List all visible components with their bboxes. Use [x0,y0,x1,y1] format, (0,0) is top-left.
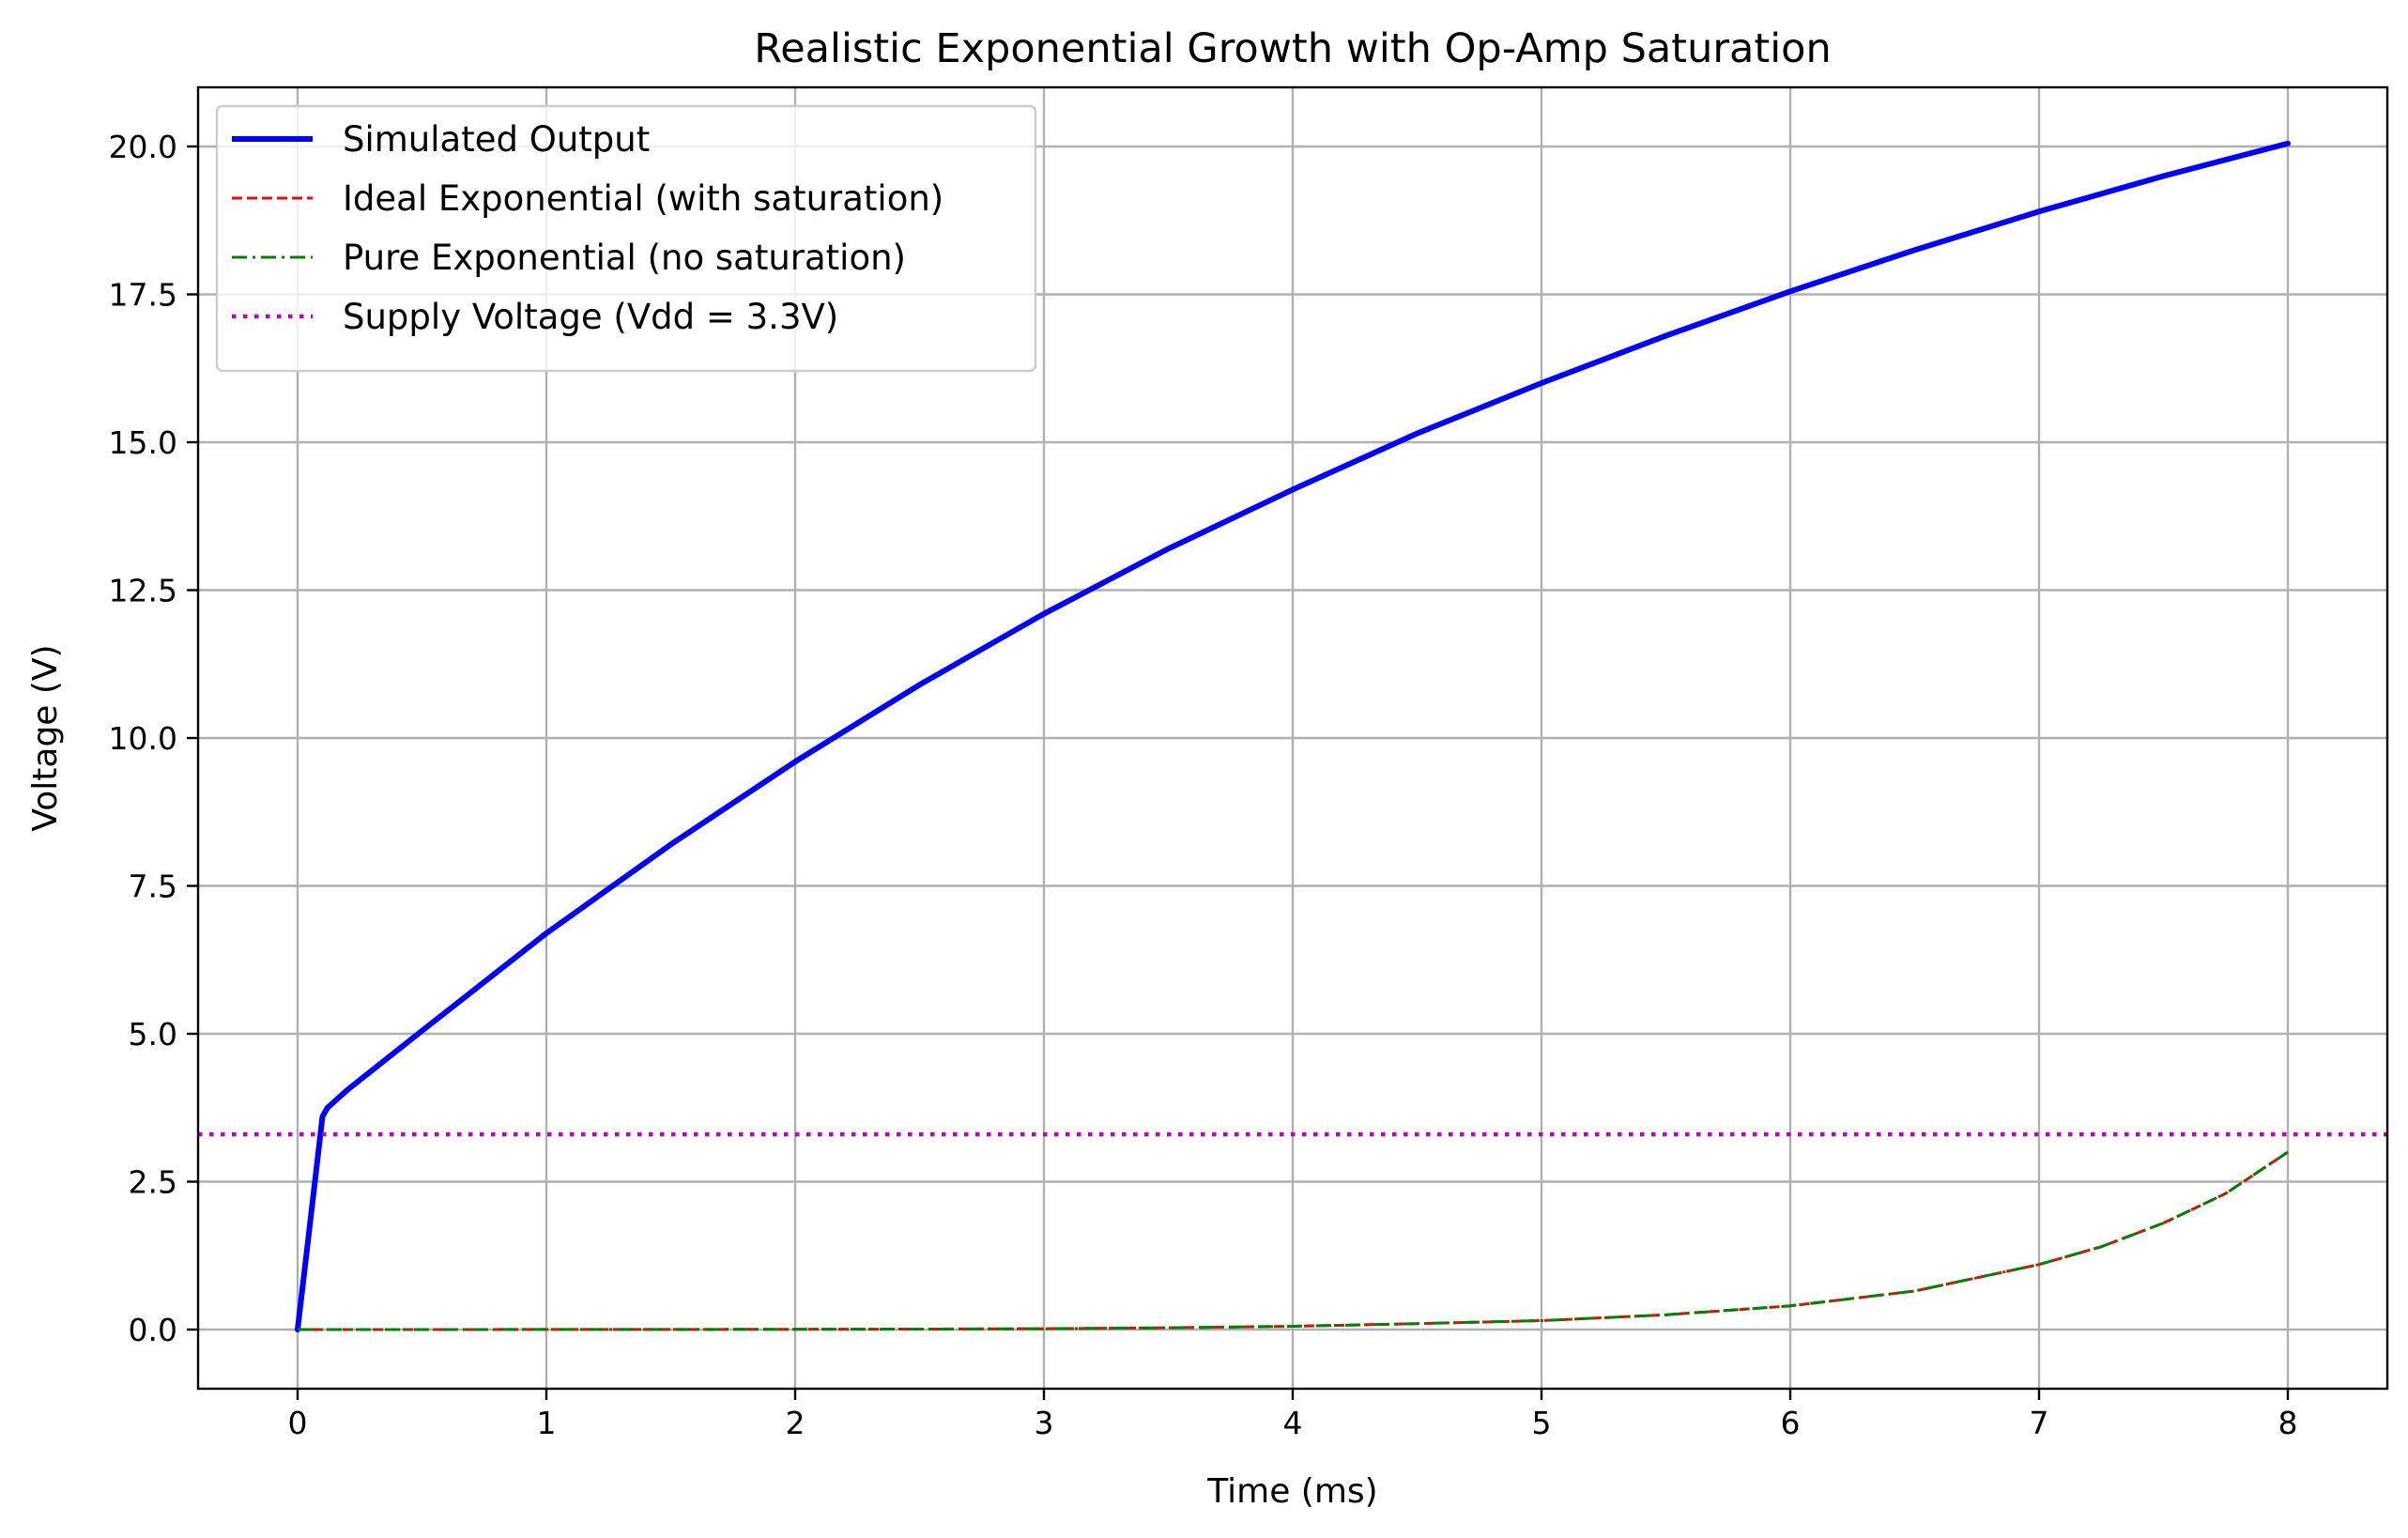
x-tick-label: 0 [288,1405,308,1441]
legend-label: Supply Voltage (Vdd = 3.3V) [343,297,838,337]
legend-label: Pure Exponential (no saturation) [343,238,906,278]
x-tick-label: 6 [1781,1405,1801,1441]
x-tick-label: 5 [1532,1405,1552,1441]
y-tick-label: 7.5 [129,869,177,905]
x-tick-label: 4 [1283,1405,1303,1441]
legend-box [215,104,1037,373]
y-tick-label: 5.0 [129,1016,177,1053]
x-tick-label: 7 [2030,1405,2049,1441]
chart-title: Realistic Exponential Growth with Op-Amp… [754,25,1831,72]
y-tick-label: 17.5 [109,277,177,314]
x-tick-label: 2 [786,1405,805,1441]
legend: Simulated Output Ideal Exponential (with … [215,104,1037,373]
y-tick-label: 2.5 [129,1164,177,1201]
ticks: 0 1 2 3 4 5 6 7 8 0.0 2.5 5.0 7.5 10.0 12.5 15.0 17.5 20.… [109,129,2298,1441]
y-tick-label: 20.0 [109,129,177,165]
series-line-simulated-output [295,140,2291,1332]
x-axis-label: Time (ms) [1206,1472,1377,1511]
y-tick-label: 10.0 [109,720,177,757]
x-tick-label: 8 [2278,1405,2298,1441]
y-axis-label: Voltage (V) [26,644,65,831]
x-tick-label: 1 [537,1405,557,1441]
x-tick-label: 3 [1035,1405,1054,1441]
legend-label: Ideal Exponential (with saturation) [343,178,943,219]
y-tick-label: 15.0 [109,424,177,461]
legend-label: Simulated Output [343,119,650,160]
y-tick-label: 12.5 [109,573,177,609]
series-layer [198,140,2387,1332]
y-tick-label: 0.0 [129,1312,177,1348]
series-line-pure-exponential-no-saturation [298,1150,2289,1331]
